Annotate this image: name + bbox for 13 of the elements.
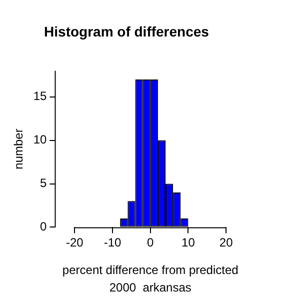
x-tick-label: -20 bbox=[66, 236, 84, 250]
x-axis-title: percent difference from predicted bbox=[62, 263, 238, 278]
y-axis-title: number bbox=[12, 128, 26, 170]
x-tick-label: 20 bbox=[219, 236, 234, 250]
y-tick-label: 5 bbox=[40, 176, 48, 190]
y-tick-label: 15 bbox=[33, 89, 48, 104]
y-tick-label: 0 bbox=[40, 220, 48, 234]
x-tick-label: -10 bbox=[104, 236, 122, 250]
x-tick-label: 10 bbox=[182, 236, 196, 250]
y-tick-label: 10 bbox=[33, 132, 48, 147]
chart-title: Histogram of differences bbox=[44, 23, 210, 40]
x-tick-label: 0 bbox=[147, 236, 154, 250]
text: 2000 arkansas bbox=[109, 280, 192, 294]
